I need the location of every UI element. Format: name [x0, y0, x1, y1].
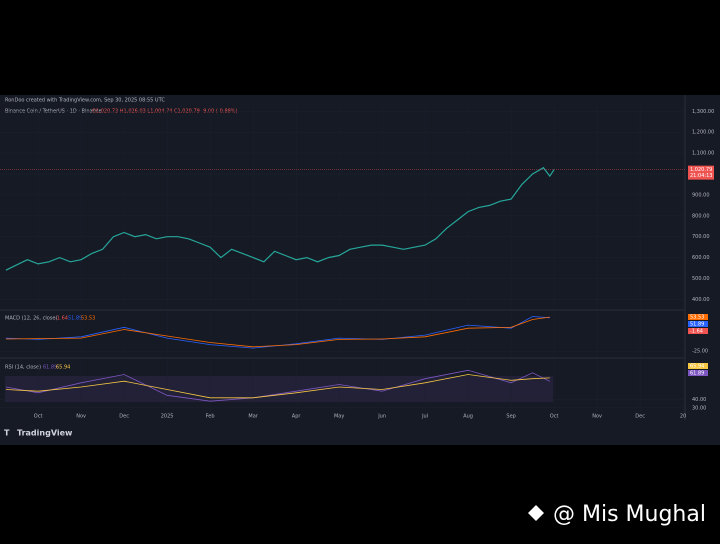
y-tick-label: 30.00 [692, 405, 706, 411]
axis-tag [688, 363, 708, 369]
x-tick-label: Dec [635, 414, 645, 420]
axis-tag-label: 65.94 [690, 364, 704, 370]
axis-tag-label: -1.64 [690, 329, 703, 335]
y-tick-label: 400.00 [692, 297, 710, 303]
x-tick-label: Nov [76, 414, 86, 420]
x-tick-label: Dec [119, 414, 129, 420]
y-tick-label: 1,100.00 [692, 151, 714, 157]
x-tick-label: Oct [34, 414, 43, 420]
axis-tag [688, 314, 708, 320]
axis-tag [688, 370, 708, 376]
x-tick-label: Mar [248, 414, 258, 420]
y-tick-label: 1,300.00 [692, 109, 714, 115]
x-tick-label: Jul [421, 414, 428, 420]
credit: RonDoo created with TradingView.com, Sep… [5, 98, 165, 104]
x-tick-label: Feb [206, 414, 215, 420]
macd-value: 53.53 [81, 316, 95, 322]
rsi-value: 61.89 [43, 365, 57, 371]
axis-tag-label: 51.89 [690, 322, 704, 328]
series-line [5, 166, 555, 271]
rsi-value: 65.94 [56, 365, 70, 371]
x-tick-label: 20 [680, 414, 686, 420]
rsi-band [5, 376, 553, 402]
y-tick-label: 600.00 [692, 255, 710, 261]
axis-tag-label: 53.53 [690, 315, 704, 321]
y-tick-label: 900.00 [692, 192, 710, 198]
x-tick-label: Jun [377, 414, 386, 420]
series-line [5, 374, 550, 399]
watermark-logo [528, 505, 544, 521]
brand-logo: T [4, 429, 10, 438]
price-tag-label: 1,020.79 [690, 167, 712, 173]
price-tag [688, 165, 714, 180]
brand: TradingView [17, 429, 73, 438]
x-tick-label: 2025 [161, 414, 174, 420]
x-tick-label: Sep [506, 414, 515, 420]
x-tick-label: Apr [292, 414, 302, 420]
axis-tag-label: 61.89 [690, 371, 704, 377]
countdown: 21:04:13 [690, 173, 712, 179]
x-tick-label: Nov [592, 414, 602, 420]
series-line [5, 316, 550, 349]
macd-value: -1.64 [55, 316, 68, 322]
x-tick-label: Oct [550, 414, 559, 420]
y-tick-label: 40.00 [692, 397, 706, 403]
y-tick-label: -25.00 [692, 349, 708, 355]
series-line [5, 316, 550, 348]
macd-title: MACD (12, 26, close) [5, 316, 57, 322]
axis-tag [688, 321, 708, 327]
macd-value: 51.89 [68, 316, 82, 322]
axis-tag [688, 328, 708, 334]
y-tick-label: 1,200.00 [692, 130, 714, 136]
watermark: @ Mis Mughal [553, 502, 706, 527]
y-tick-label: 700.00 [692, 234, 710, 240]
y-tick-label: 500.00 [692, 276, 710, 282]
y-tick-label: 800.00 [692, 213, 710, 219]
rsi-title: RSI (14, close) [5, 365, 41, 371]
x-tick-label: Aug [463, 414, 473, 420]
x-tick-label: May [334, 414, 344, 420]
